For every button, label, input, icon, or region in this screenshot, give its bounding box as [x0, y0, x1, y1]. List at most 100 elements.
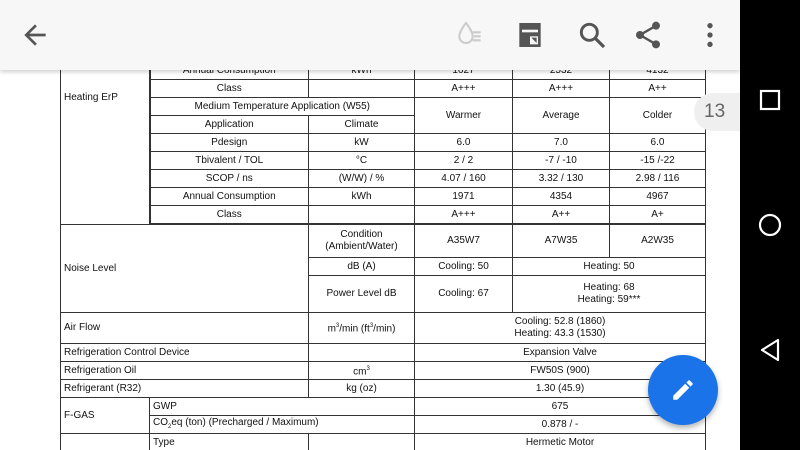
cell: Refrigeration Oil	[60, 361, 309, 380]
cell: Climate	[308, 115, 415, 134]
back-arrow-icon[interactable]	[19, 19, 51, 51]
cell: Hermetic Motor	[414, 433, 706, 450]
edit-fab-button[interactable]	[648, 355, 718, 425]
cell: °C	[308, 151, 415, 170]
table-row: Pdesign kW 6.0 7.0 6.0	[61, 133, 706, 152]
cell: 1971	[414, 187, 513, 206]
cell: -15 /-22	[609, 151, 706, 170]
page-number-badge: 13	[694, 93, 740, 131]
cell: Pdesign	[149, 133, 309, 152]
cell: 4967	[609, 187, 706, 206]
cell: A+++	[414, 79, 513, 98]
cell: Condition (Ambient/Water)	[308, 224, 415, 258]
table-row: Refrigeration Oil cm3 FW50S (900)	[60, 361, 706, 380]
t: eq (ton) (Precharged / Maximum)	[171, 416, 319, 428]
table-row: Application Climate	[61, 115, 706, 134]
t: 2	[168, 423, 172, 430]
share-icon[interactable]	[632, 19, 664, 51]
cell: m3/min (ft3/min)	[308, 312, 415, 344]
table-row: Class A+++ A+++ A++	[61, 79, 706, 98]
table-row: Type Hermetic Motor	[60, 433, 706, 450]
cell: Annual Consumption	[149, 187, 309, 206]
cell: 7.0	[512, 133, 610, 152]
t: /min (ft	[339, 323, 370, 335]
cell: Class	[149, 205, 309, 224]
cell: A2W35	[609, 224, 706, 258]
cell: cm3	[308, 361, 415, 380]
cell: A++	[512, 205, 610, 224]
cell: Heating: 50	[512, 257, 706, 276]
t: CO	[153, 416, 168, 428]
cell: 4.07 / 160	[414, 169, 513, 188]
cell: kW	[308, 133, 415, 152]
cell: GWP	[149, 397, 415, 416]
reading-mode-icon[interactable]	[454, 19, 486, 51]
home-circle-icon[interactable]	[758, 213, 782, 237]
page-layout-icon[interactable]	[514, 19, 546, 51]
t: cm	[353, 366, 367, 378]
cell: dB (A)	[308, 257, 415, 276]
cell: A7W35	[512, 224, 610, 258]
cell: Refrigerant (R32)	[60, 379, 309, 398]
table-row: Medium Temperature Application (W55) War…	[61, 97, 706, 134]
pencil-icon	[673, 380, 693, 400]
cell: Air Flow	[60, 312, 309, 344]
cell: SCOP / ns	[149, 169, 309, 188]
toolbar	[0, 0, 740, 70]
cell: F-GAS	[60, 397, 150, 434]
t: 3	[369, 323, 374, 330]
cell: 3.32 / 130	[512, 169, 610, 188]
cell	[308, 205, 415, 224]
cell: CO2eq (ton) (Precharged / Maximum)	[149, 415, 415, 434]
cell: Warmer	[414, 97, 513, 134]
t: Cooling: 52.8 (1860)	[514, 316, 606, 327]
cell: 2 / 2	[414, 151, 513, 170]
cell: 4354	[512, 187, 610, 206]
cell	[308, 343, 415, 362]
cell: Expansion Valve	[414, 343, 706, 362]
table-row: Noise Level Condition (Ambient/Water) A35…	[60, 224, 706, 313]
t: /min)	[373, 323, 396, 335]
cell: Heating: 68 Heating: 59***	[512, 275, 706, 313]
cell: Colder	[609, 97, 706, 134]
cell: Cooling: 67	[414, 275, 513, 313]
android-nav-bar	[740, 0, 800, 450]
table-row: Tbivalent / TOL °C 2 / 2 -7 / -10 -15 /-22	[61, 151, 706, 170]
cell: A++	[609, 79, 706, 98]
table-row: Class A+++ A++ A+	[61, 205, 706, 224]
cell: A35W7	[414, 224, 513, 258]
cell: 2.98 / 116	[609, 169, 706, 188]
t: 3	[335, 323, 340, 330]
cell: A+++	[414, 205, 513, 224]
cell: Medium Temperature Application (W55)	[149, 97, 415, 116]
table-row: Power Level dB Cooling: 67 Heating: 68 He…	[61, 275, 706, 313]
cell	[308, 79, 415, 98]
cell	[308, 433, 415, 450]
table-row: Air Flow m3/min (ft3/min) Cooling: 52.8 …	[60, 312, 706, 344]
spec-table: Heating ErP Annual Consumption kWh 1627 …	[60, 61, 706, 450]
more-vert-icon[interactable]	[694, 19, 726, 51]
cell: Cooling: 52.8 (1860) Heating: 43.3 (1530)	[414, 312, 706, 344]
table-row: Refrigeration Control Device Expansion Va…	[60, 343, 706, 362]
cell: Power Level dB	[308, 275, 415, 313]
heating-erp-label: Heating ErP	[60, 61, 151, 225]
cell: (W/W) / %	[308, 169, 415, 188]
cell: 6.0	[609, 133, 706, 152]
recents-square-icon[interactable]	[759, 89, 781, 111]
cell	[60, 433, 150, 450]
t: 3	[366, 365, 370, 372]
cell-text: (Ambient/Water)	[325, 241, 398, 252]
cell-text: Heating: 59***	[577, 294, 641, 305]
back-triangle-icon[interactable]	[759, 338, 781, 362]
cell: kg (oz)	[308, 379, 415, 398]
cell: Average	[512, 97, 610, 134]
cell: kWh	[308, 187, 415, 206]
cell: A+++	[512, 79, 610, 98]
cell: Application	[149, 115, 309, 134]
cell-text: Heating: 68	[583, 282, 635, 293]
table-row: F-GAS GWP 675	[60, 397, 706, 434]
cell: Tbivalent / TOL	[149, 151, 309, 170]
table-row: Refrigerant (R32) kg (oz) 1.30 (45.9)	[60, 379, 706, 398]
search-icon[interactable]	[576, 19, 608, 51]
cell: Refrigeration Control Device	[60, 343, 309, 362]
